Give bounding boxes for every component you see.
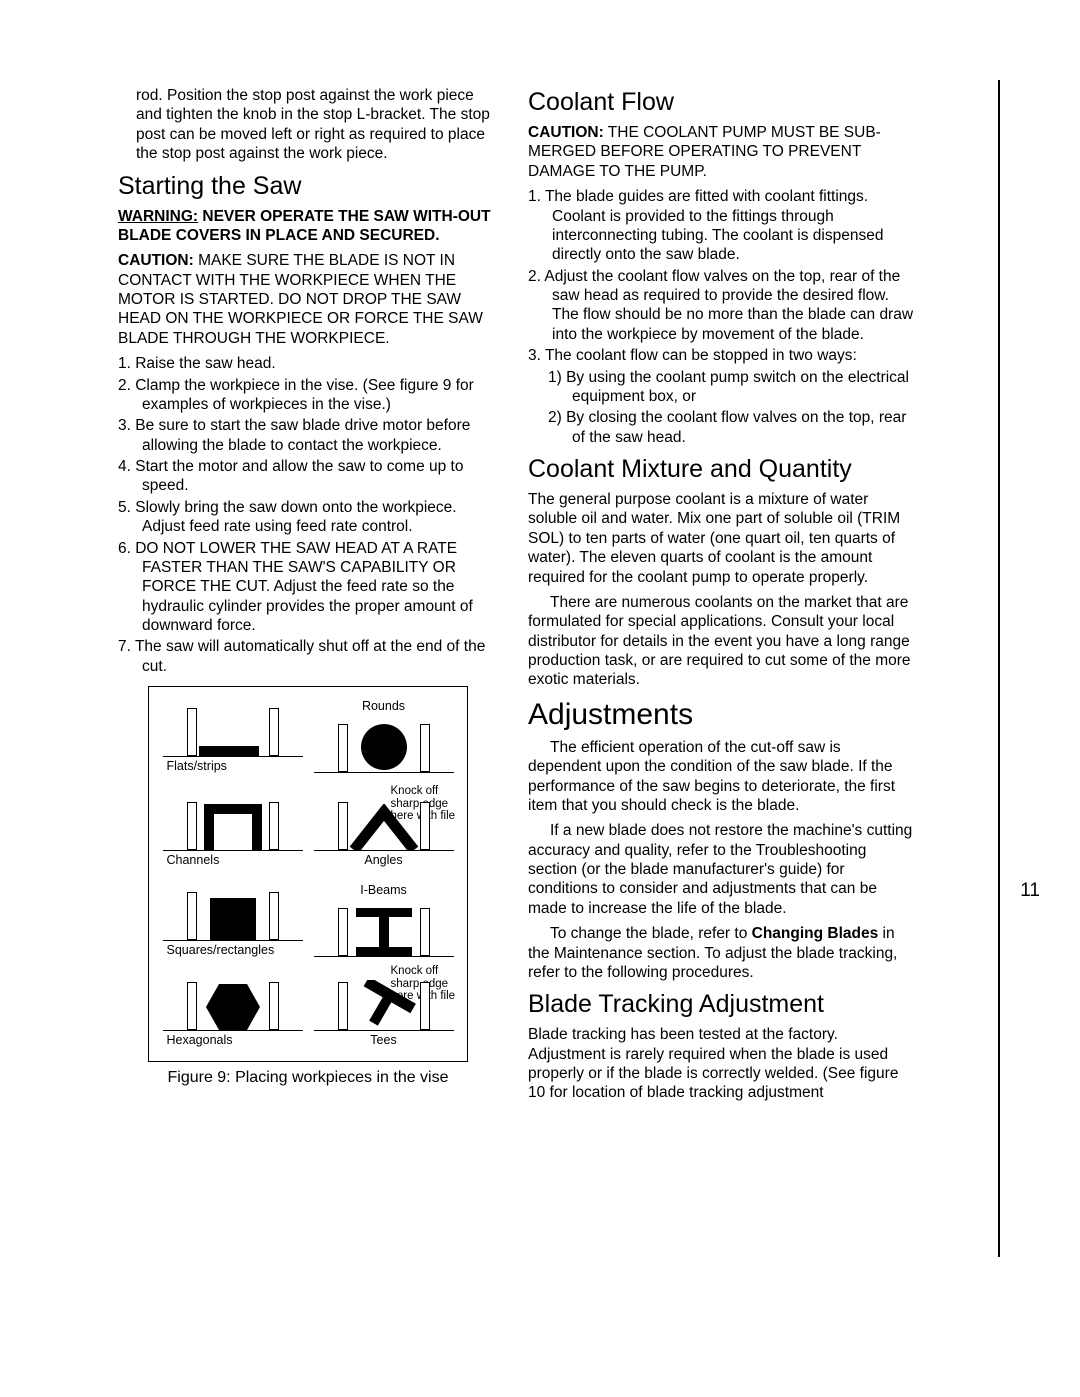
fig-label: Flats/strips (163, 759, 303, 773)
list-item: 3. Be sure to start the saw blade drive … (118, 416, 498, 455)
warning-label: WARNING: (118, 208, 198, 225)
shape-round (361, 724, 407, 770)
fig-cell-channels: Channels (163, 791, 303, 867)
jaw-right (420, 982, 430, 1030)
jaw-left (338, 802, 348, 850)
coolant-steps: 1. The blade guides are fitted with cool… (528, 187, 918, 447)
heading-adjustments: Adjustments (528, 698, 918, 732)
heading-blade-tracking: Blade Tracking Adjustment (528, 990, 918, 1019)
caution-text: CAUTION: MAKE SURE THE BLADE IS NOT IN C… (118, 251, 498, 348)
heading-coolant-mixture: Coolant Mixture and Quantity (528, 455, 918, 484)
jaw-right (269, 708, 279, 756)
vise-jaws (163, 791, 303, 851)
fig-label: Squares/rectangles (163, 943, 303, 957)
shape-flat (199, 746, 259, 756)
shape-ibeam (356, 908, 412, 956)
list-item: 1. Raise the saw head. (118, 354, 498, 373)
left-column: rod. Position the stop post against the … (118, 80, 498, 1109)
vise-jaws (314, 713, 454, 773)
caution-label: CAUTION: (118, 252, 194, 269)
jaw-left (338, 982, 348, 1030)
heading-coolant-flow: Coolant Flow (528, 88, 918, 117)
adjust-para-1: The efficient operation of the cut-off s… (528, 738, 918, 816)
jaw-left (187, 982, 197, 1030)
page-content: rod. Position the stop post against the … (0, 0, 1080, 1149)
shape-square (210, 898, 256, 940)
vise-jaws (163, 697, 303, 757)
fig-cell-rounds: Rounds (314, 713, 454, 773)
jaw-right (269, 892, 279, 940)
jaw-right (420, 802, 430, 850)
jaw-right (420, 908, 430, 956)
list-item: 2. Clamp the workpiece in the vise. (See… (118, 376, 498, 415)
jaw-right (269, 982, 279, 1030)
fig-cell-tees: Knock off sharp edge here with file Tees (314, 971, 454, 1047)
shape-angle (349, 804, 419, 850)
fig-cell-squares: Squares/rectangles (163, 881, 303, 957)
caution-label: CAUTION: (528, 124, 604, 141)
list-item: 6. DO NOT LOWER THE SAW HEAD AT A RATE F… (118, 539, 498, 636)
vise-jaws (163, 971, 303, 1031)
jaw-left (187, 892, 197, 940)
shape-hexagon (206, 984, 260, 1030)
heading-starting-saw: Starting the Saw (118, 172, 498, 201)
right-column: Coolant Flow CAUTION: THE COOLANT PUMP M… (528, 80, 918, 1109)
list-item: 2. Adjust the coolant flow valves on the… (528, 267, 918, 345)
jaw-right (420, 724, 430, 772)
list-item: 5. Slowly bring the saw down onto the wo… (118, 498, 498, 537)
page-number: 11 (1020, 880, 1040, 902)
jaw-left (338, 908, 348, 956)
text: To change the blade, refer to (550, 925, 752, 942)
fig-label: Rounds (362, 699, 405, 713)
fig-cell-angles: Knock off sharp edge here with file Angl… (314, 791, 454, 867)
list-item: 7. The saw will automatically shut off a… (118, 637, 498, 676)
figure-caption: Figure 9: Placing workpieces in the vise (118, 1068, 498, 1088)
jaw-left (187, 802, 197, 850)
list-item: 2) By closing the coolant flow valves on… (528, 408, 918, 447)
list-item: 1) By using the coolant pump switch on t… (528, 368, 918, 407)
fig-row: Hexagonals Knock off sharp edge here wit… (157, 971, 459, 1047)
adjust-para-2: If a new blade does not restore the mach… (528, 821, 918, 918)
tracking-para: Blade tracking has been tested at the fa… (528, 1025, 918, 1103)
figure-9: Flats/strips Rounds (148, 686, 468, 1062)
fig-cell-flats: Flats/strips (163, 697, 303, 773)
jaw-left (338, 724, 348, 772)
vise-jaws (314, 897, 454, 957)
fig-label: Channels (163, 853, 303, 867)
fig-row: Squares/rectangles I-Beams (157, 881, 459, 957)
coolant-caution: CAUTION: THE COOLANT PUMP MUST BE SUB-ME… (528, 123, 918, 181)
fig-label: Hexagonals (163, 1033, 303, 1047)
changing-blades-ref: Changing Blades (752, 925, 879, 942)
vise-jaws (314, 971, 454, 1031)
fig-row: Flats/strips Rounds (157, 697, 459, 773)
mixture-para-2: There are numerous coolants on the marke… (528, 593, 918, 690)
vise-jaws (314, 791, 454, 851)
start-steps: 1. Raise the saw head. 2. Clamp the work… (118, 354, 498, 676)
jaw-left (187, 708, 197, 756)
shape-channel (204, 804, 262, 850)
mixture-para-1: The general purpose coolant is a mixture… (528, 490, 918, 587)
list-item: 3. The coolant flow can be stopped in tw… (528, 346, 918, 365)
intro-continuation: rod. Position the stop post against the … (136, 86, 498, 164)
adjust-para-3: To change the blade, refer to Changing B… (528, 924, 918, 982)
fig-cell-ibeams: I-Beams (314, 897, 454, 957)
list-item: 1. The blade guides are fitted with cool… (528, 187, 918, 265)
shape-tee (351, 980, 417, 1030)
jaw-right (269, 802, 279, 850)
fig-cell-hex: Hexagonals (163, 971, 303, 1047)
fig-row: Channels Knock off sharp edge here with … (157, 791, 459, 867)
list-item: 4. Start the motor and allow the saw to … (118, 457, 498, 496)
fig-label: Angles (314, 853, 454, 867)
fig-label: Tees (314, 1033, 454, 1047)
warning-text: WARNING: NEVER OPERATE THE SAW WITH-OUT … (118, 207, 498, 246)
fig-label: I-Beams (360, 883, 407, 897)
vise-jaws (163, 881, 303, 941)
page-rule (998, 80, 1000, 1257)
